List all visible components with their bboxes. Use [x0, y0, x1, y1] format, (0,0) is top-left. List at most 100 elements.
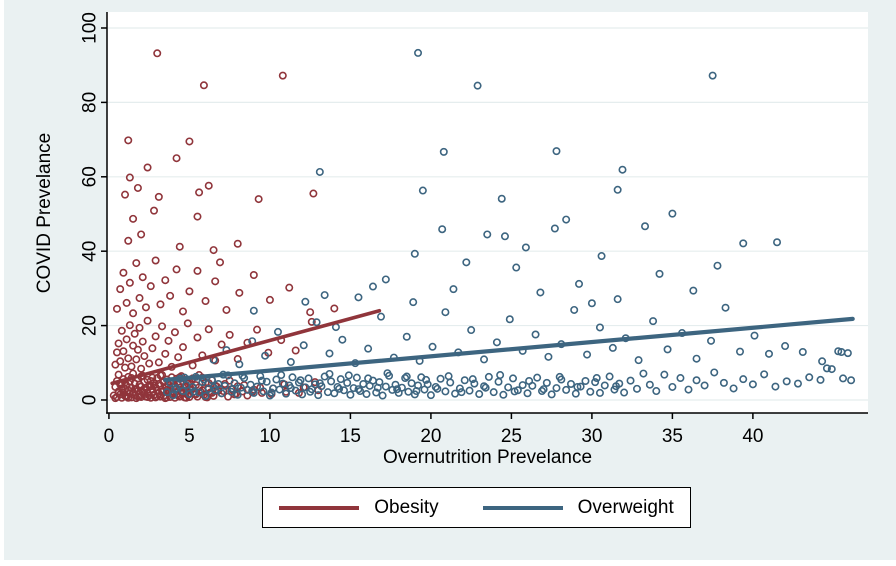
data-point [220, 381, 229, 390]
data-point [132, 259, 141, 268]
data-point [781, 342, 790, 351]
data-point [612, 382, 621, 391]
data-point [114, 339, 123, 348]
y-tick-label: 60 [80, 166, 101, 187]
data-point [141, 303, 150, 312]
data-point [436, 374, 445, 383]
data-point [151, 332, 160, 341]
data-point [423, 380, 432, 389]
data-point [193, 212, 202, 221]
data-point [204, 181, 213, 190]
data-point [315, 379, 324, 388]
data-point [462, 258, 471, 267]
data-point [555, 372, 564, 381]
data-point [199, 81, 208, 90]
data-point [480, 355, 489, 364]
data-point [798, 347, 807, 356]
data-point [542, 378, 551, 387]
data-point [595, 323, 604, 332]
data-point [153, 49, 162, 58]
x-tick-label: 20 [420, 426, 441, 447]
data-point [307, 317, 316, 326]
data-point [233, 239, 242, 248]
x-tick-label: 0 [104, 426, 115, 447]
data-point [550, 224, 559, 233]
data-point [818, 357, 827, 366]
data-point [129, 214, 138, 223]
data-point [562, 385, 571, 394]
data-point [592, 374, 601, 383]
data-point [261, 351, 270, 360]
data-point [296, 376, 305, 385]
data-point [497, 194, 506, 203]
data-point [273, 327, 282, 336]
data-point [304, 374, 313, 383]
data-point [195, 188, 204, 197]
data-point [428, 342, 437, 351]
data-point [267, 388, 276, 397]
data-point [162, 388, 171, 397]
data-point [188, 382, 197, 391]
data-point [150, 206, 159, 215]
data-point [183, 319, 192, 328]
data-point [233, 390, 242, 399]
data-point [138, 273, 147, 282]
data-point [552, 384, 561, 393]
data-point [135, 323, 144, 332]
data-point [586, 387, 595, 396]
data-point [286, 358, 295, 367]
data-point [839, 374, 848, 383]
data-point [138, 337, 147, 346]
data-point [327, 377, 336, 386]
data-point [449, 285, 458, 294]
data-point [185, 287, 194, 296]
data-point [368, 282, 377, 291]
obesity-legend-label: Obesity [374, 496, 439, 518]
data-point [566, 379, 575, 388]
data-point [125, 278, 134, 287]
plot-area [107, 12, 868, 413]
data-point [122, 335, 131, 344]
data-point [291, 346, 300, 355]
data-point [137, 364, 146, 373]
data-point [216, 258, 225, 267]
data-point [613, 185, 622, 194]
data-point [381, 382, 390, 391]
data-point [135, 294, 144, 303]
data-point [626, 376, 635, 385]
data-point [124, 236, 133, 245]
data-point [533, 373, 542, 382]
data-point [278, 71, 287, 80]
data-point [710, 368, 719, 377]
data-point [668, 382, 677, 391]
data-point [381, 275, 390, 284]
data-point [620, 388, 629, 397]
data-point [510, 387, 519, 396]
data-point [285, 283, 294, 292]
data-point [401, 374, 410, 383]
data-point [575, 279, 584, 288]
data-point [500, 232, 509, 241]
data-point [455, 384, 464, 393]
data-point [156, 300, 165, 309]
data-point [277, 371, 286, 380]
data-point [600, 381, 609, 390]
data-point [344, 371, 353, 380]
data-point [204, 325, 213, 334]
data-point [689, 286, 698, 295]
data-point [684, 385, 693, 394]
data-point [521, 243, 530, 252]
data-point [153, 392, 162, 401]
data-point [211, 277, 220, 286]
data-point [253, 382, 262, 391]
data-point [739, 375, 748, 384]
data-point [721, 303, 730, 312]
data-point [439, 147, 448, 156]
data-point [418, 186, 427, 195]
data-point [150, 381, 159, 390]
data-point [217, 389, 226, 398]
data-point [531, 330, 540, 339]
data-point [272, 375, 281, 384]
data-point [257, 376, 266, 385]
data-point [570, 305, 579, 314]
